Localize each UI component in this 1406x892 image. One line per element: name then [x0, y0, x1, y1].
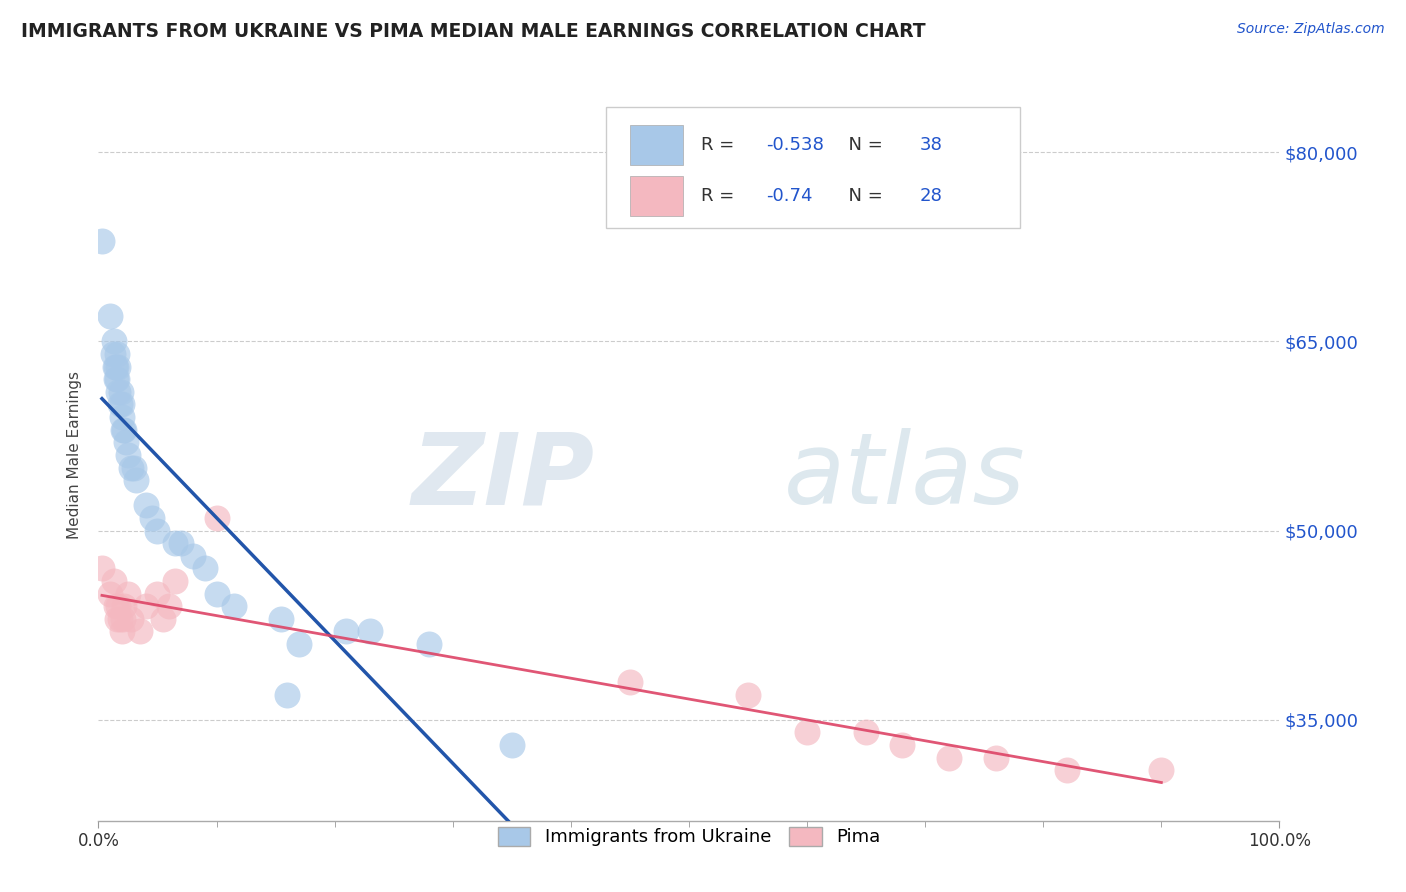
Point	[170, 536, 193, 550]
Point	[101, 347, 124, 361]
Text: 38: 38	[920, 136, 942, 154]
Text: R =: R =	[700, 136, 740, 154]
Text: -0.74: -0.74	[766, 187, 813, 205]
Point	[108, 397, 131, 411]
Point	[165, 574, 187, 588]
Point	[121, 612, 143, 626]
Point	[135, 499, 157, 513]
Point	[737, 688, 759, 702]
Point	[1150, 763, 1173, 777]
Point	[114, 435, 136, 450]
Point	[205, 587, 228, 601]
Point	[359, 624, 381, 639]
Point	[105, 347, 128, 361]
Point	[105, 359, 128, 374]
Point	[111, 624, 134, 639]
FancyBboxPatch shape	[630, 125, 683, 165]
Point	[112, 423, 135, 437]
Text: 28: 28	[920, 187, 942, 205]
Point	[619, 674, 641, 689]
Point	[107, 384, 129, 399]
Point	[135, 599, 157, 614]
Point	[105, 372, 128, 386]
Point	[335, 624, 357, 639]
Point	[146, 524, 169, 538]
Point	[103, 574, 125, 588]
Point	[1056, 763, 1078, 777]
Point	[107, 359, 129, 374]
Point	[224, 599, 246, 614]
Point	[108, 612, 131, 626]
Point	[165, 536, 187, 550]
Point	[117, 587, 139, 601]
Point	[796, 725, 818, 739]
Text: Source: ZipAtlas.com: Source: ZipAtlas.com	[1237, 22, 1385, 37]
Point	[181, 549, 204, 563]
Point	[276, 688, 298, 702]
Point	[105, 599, 128, 614]
FancyBboxPatch shape	[606, 108, 1019, 228]
Point	[152, 612, 174, 626]
Point	[112, 423, 135, 437]
Point	[125, 473, 148, 487]
Point	[984, 750, 1007, 764]
Text: R =: R =	[700, 187, 740, 205]
Point	[110, 384, 132, 399]
Point	[105, 372, 128, 386]
Point	[111, 410, 134, 425]
Legend: Immigrants from Ukraine, Pima: Immigrants from Ukraine, Pima	[489, 818, 889, 855]
Text: IMMIGRANTS FROM UKRAINE VS PIMA MEDIAN MALE EARNINGS CORRELATION CHART: IMMIGRANTS FROM UKRAINE VS PIMA MEDIAN M…	[21, 22, 925, 41]
Y-axis label: Median Male Earnings: Median Male Earnings	[67, 371, 83, 539]
Text: N =: N =	[837, 187, 889, 205]
Point	[98, 587, 121, 601]
Text: ZIP: ZIP	[412, 428, 595, 525]
Point	[146, 587, 169, 601]
Point	[117, 448, 139, 462]
Point	[105, 612, 128, 626]
Point	[938, 750, 960, 764]
Point	[418, 637, 440, 651]
Point	[205, 511, 228, 525]
Point	[107, 599, 129, 614]
Point	[104, 359, 127, 374]
Text: -0.538: -0.538	[766, 136, 824, 154]
Text: atlas: atlas	[783, 428, 1025, 525]
Point	[157, 599, 180, 614]
Point	[122, 460, 145, 475]
Point	[270, 612, 292, 626]
Point	[141, 511, 163, 525]
Point	[288, 637, 311, 651]
Point	[194, 561, 217, 575]
Point	[103, 334, 125, 349]
Point	[128, 624, 150, 639]
Point	[890, 738, 912, 752]
Point	[91, 234, 114, 248]
Point	[501, 738, 523, 752]
Point	[855, 725, 877, 739]
Text: N =: N =	[837, 136, 889, 154]
Point	[112, 599, 135, 614]
Point	[121, 460, 143, 475]
Point	[98, 309, 121, 323]
Point	[112, 612, 135, 626]
FancyBboxPatch shape	[630, 176, 683, 216]
Point	[91, 561, 114, 575]
Point	[111, 397, 134, 411]
